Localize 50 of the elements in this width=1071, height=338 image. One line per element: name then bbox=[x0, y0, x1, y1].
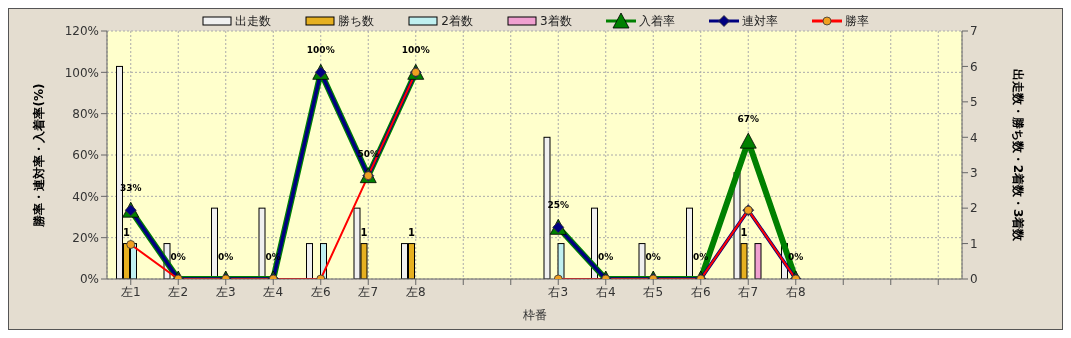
data-label: 1 bbox=[360, 226, 368, 238]
x-axis-title: 枠番 bbox=[521, 308, 547, 322]
y2-tick-label: 1 bbox=[970, 236, 978, 251]
data-label: 100% bbox=[401, 45, 430, 56]
y2-tick-label: 3 bbox=[970, 165, 978, 180]
data-label: 0% bbox=[598, 252, 614, 262]
y2-tick-label: 2 bbox=[970, 201, 978, 216]
y-tick-label: 80% bbox=[72, 106, 99, 121]
y2-tick-label: 4 bbox=[970, 130, 978, 145]
x-tick-label: 右3 bbox=[548, 284, 569, 299]
data-label: 1 bbox=[408, 226, 416, 238]
y2-axis-title: 出走数・勝ち数・2着数・3着数 bbox=[1010, 68, 1025, 243]
x-tick-label: 左7 bbox=[358, 284, 379, 299]
x-tick-label: 右8 bbox=[785, 284, 806, 299]
x-tick-label: 左1 bbox=[120, 284, 141, 299]
x-tick-label: 右5 bbox=[643, 284, 664, 299]
y-tick-label: 20% bbox=[72, 230, 99, 245]
x-tick-label: 右6 bbox=[690, 284, 711, 299]
y-axis-title: 勝率・連対率・入着率(%) bbox=[32, 83, 47, 228]
y-tick-label: 60% bbox=[72, 148, 99, 163]
x-tick-label: 右4 bbox=[595, 284, 616, 299]
y-tick-label: 0% bbox=[79, 272, 99, 287]
legend-label: 2着数 bbox=[441, 12, 473, 30]
y2-tick-label: 0 bbox=[970, 272, 978, 287]
legend-label: 勝率 bbox=[844, 12, 869, 30]
x-tick-label: 左3 bbox=[215, 284, 236, 299]
y-tick-label: 120% bbox=[64, 24, 99, 39]
x-tick-label: 左8 bbox=[405, 284, 426, 299]
legend-label: 出走数 bbox=[235, 12, 272, 30]
x-tick-label: 右7 bbox=[738, 284, 759, 299]
data-label: 1 bbox=[740, 226, 748, 238]
data-label: 0% bbox=[218, 252, 234, 262]
data-label: 67% bbox=[737, 114, 760, 125]
y2-tick-label: 5 bbox=[970, 95, 978, 110]
data-label: 25% bbox=[547, 200, 570, 211]
y-tick-label: 40% bbox=[72, 189, 99, 204]
legend-label: 連対率 bbox=[741, 12, 778, 30]
data-label: 0% bbox=[645, 252, 661, 262]
y2-tick-label: 6 bbox=[970, 59, 978, 74]
x-tick-label: 左2 bbox=[168, 284, 189, 299]
legend-label: 入着率 bbox=[638, 12, 675, 30]
data-label: 1 bbox=[123, 226, 131, 238]
legend-label: 3着数 bbox=[540, 12, 572, 30]
legend-label: 勝ち数 bbox=[338, 12, 375, 30]
y2-tick-label: 7 bbox=[970, 24, 978, 39]
data-label: 100% bbox=[306, 45, 335, 56]
x-tick-label: 左6 bbox=[310, 284, 331, 299]
data-label: 0% bbox=[170, 252, 186, 262]
y-tick-label: 100% bbox=[64, 65, 99, 80]
x-tick-label: 左4 bbox=[263, 284, 284, 299]
